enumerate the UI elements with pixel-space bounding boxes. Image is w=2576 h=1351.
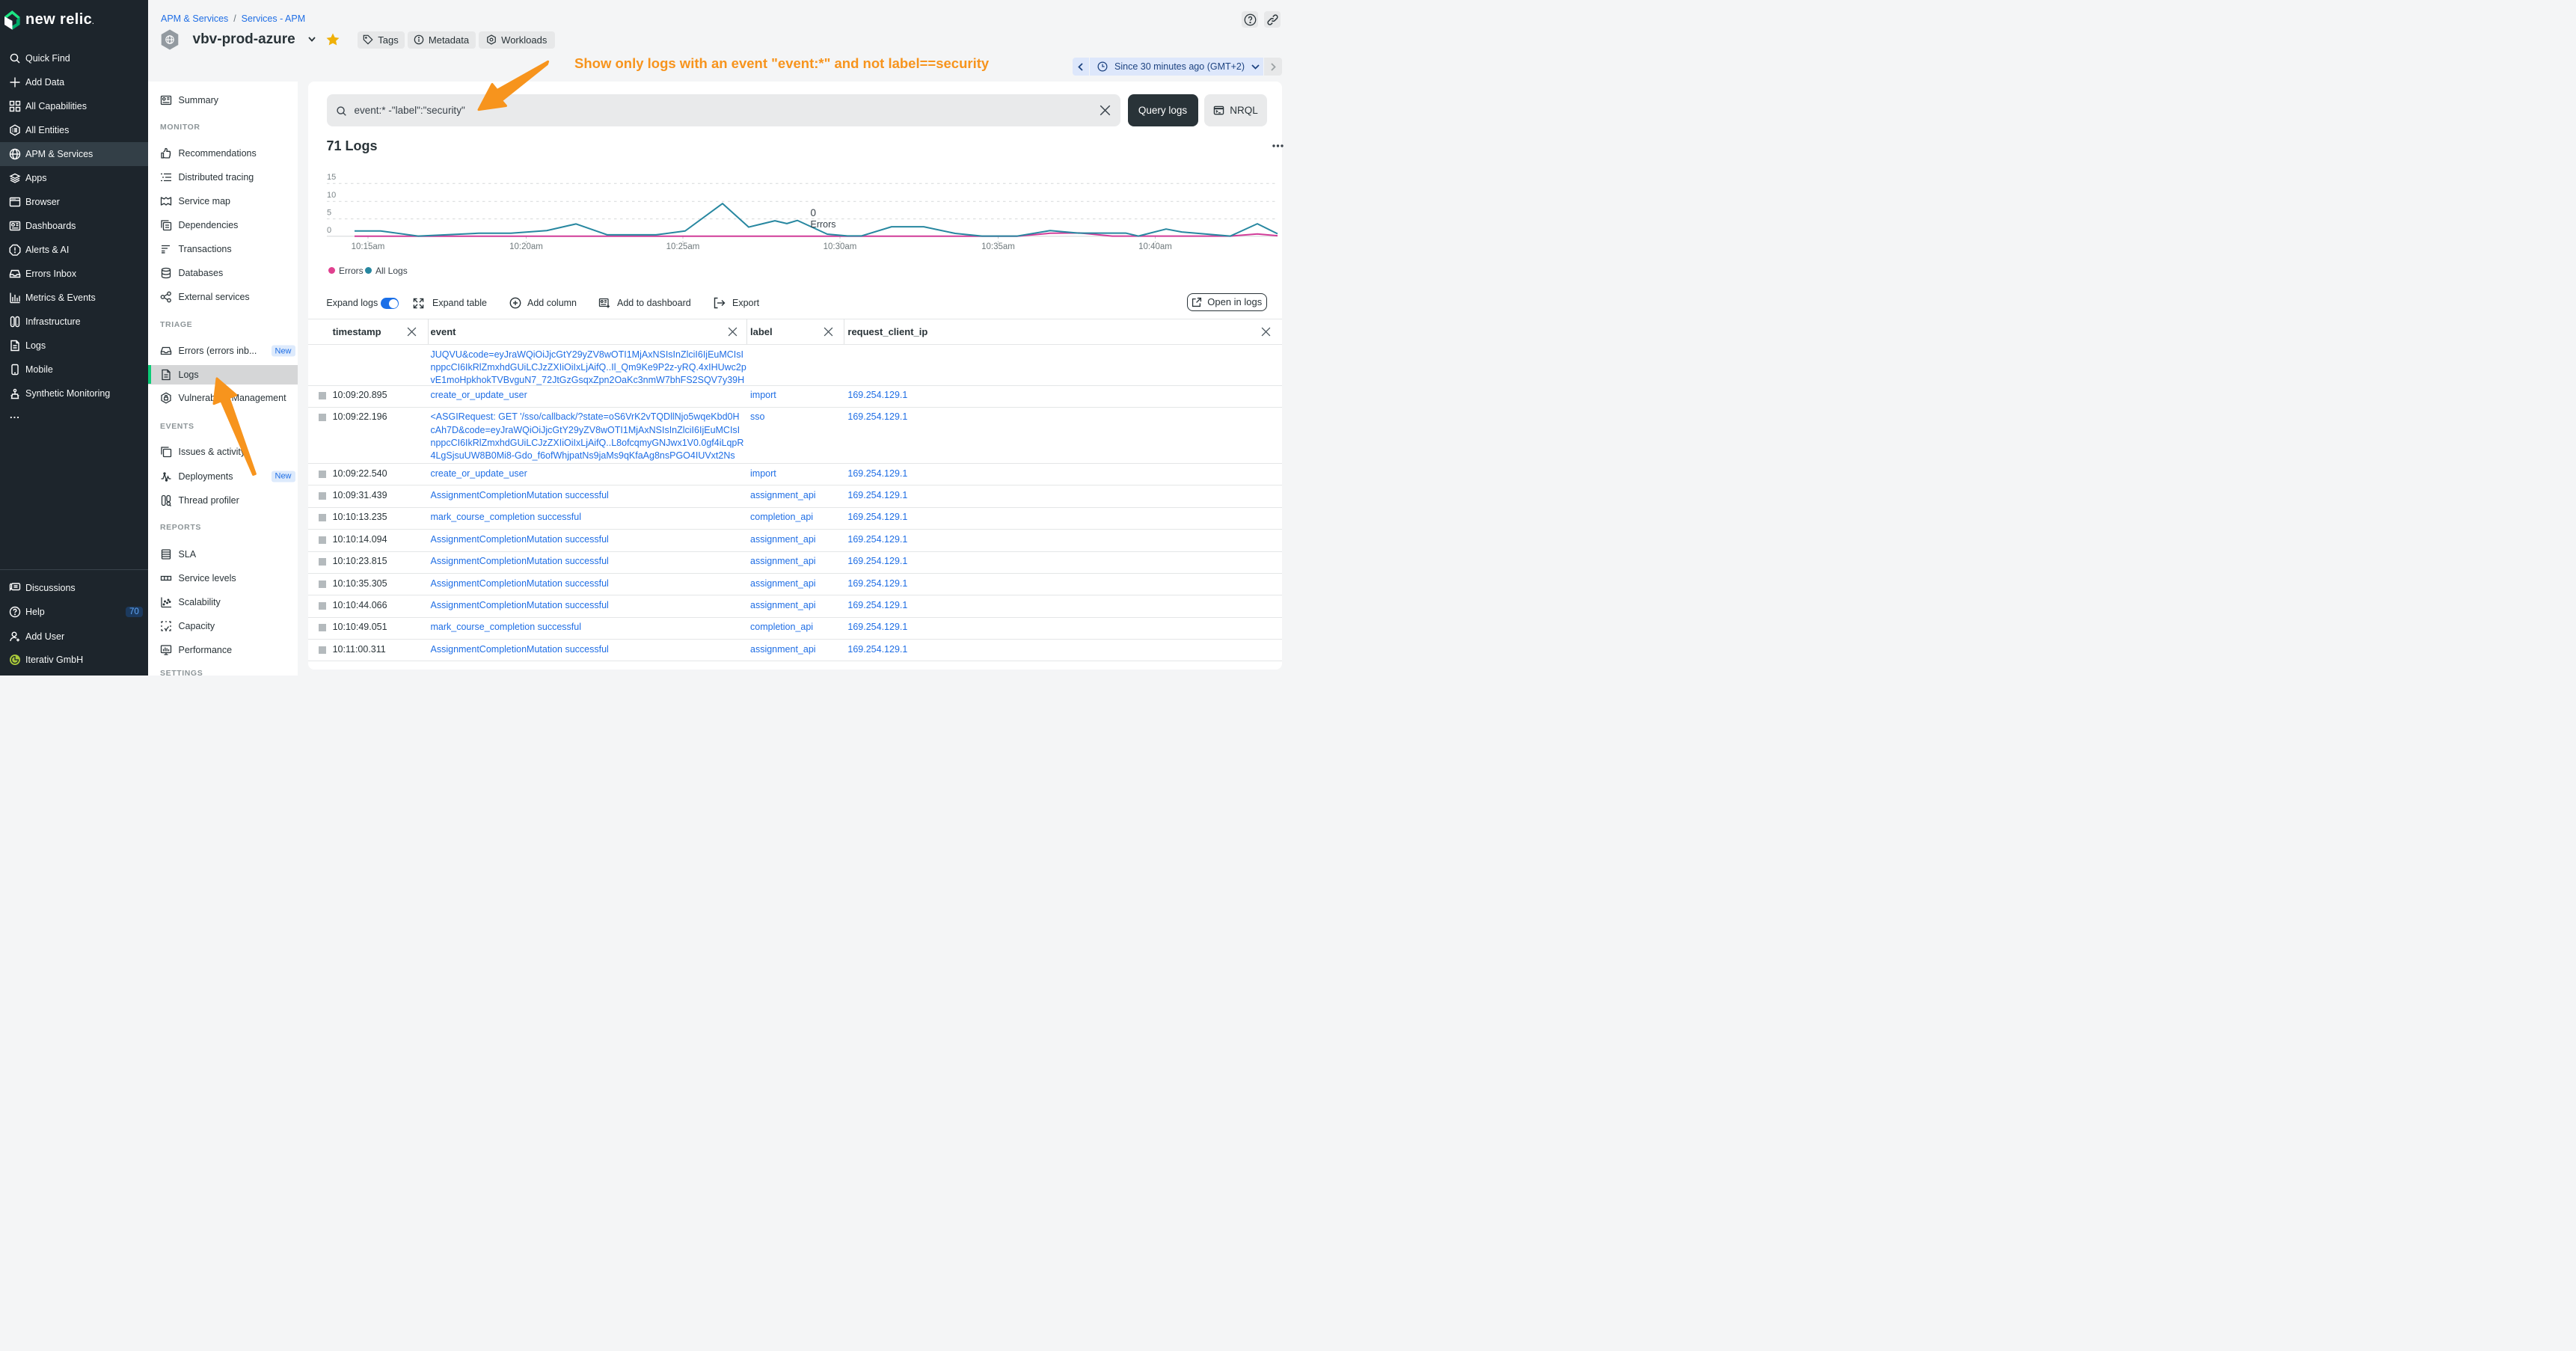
svg-text:10:35am: 10:35am xyxy=(981,242,1015,251)
svg-text:15: 15 xyxy=(327,173,336,182)
svg-text:0: 0 xyxy=(811,207,817,218)
svg-text:10:40am: 10:40am xyxy=(1138,242,1172,251)
svg-text:10: 10 xyxy=(327,191,336,200)
svg-text:10:20am: 10:20am xyxy=(509,242,543,251)
svg-text:0: 0 xyxy=(327,226,331,235)
svg-text:5: 5 xyxy=(327,208,331,217)
svg-text:Errors: Errors xyxy=(811,219,836,230)
svg-text:10:30am: 10:30am xyxy=(824,242,857,251)
svg-text:10:15am: 10:15am xyxy=(352,242,385,251)
svg-text:10:25am: 10:25am xyxy=(666,242,700,251)
